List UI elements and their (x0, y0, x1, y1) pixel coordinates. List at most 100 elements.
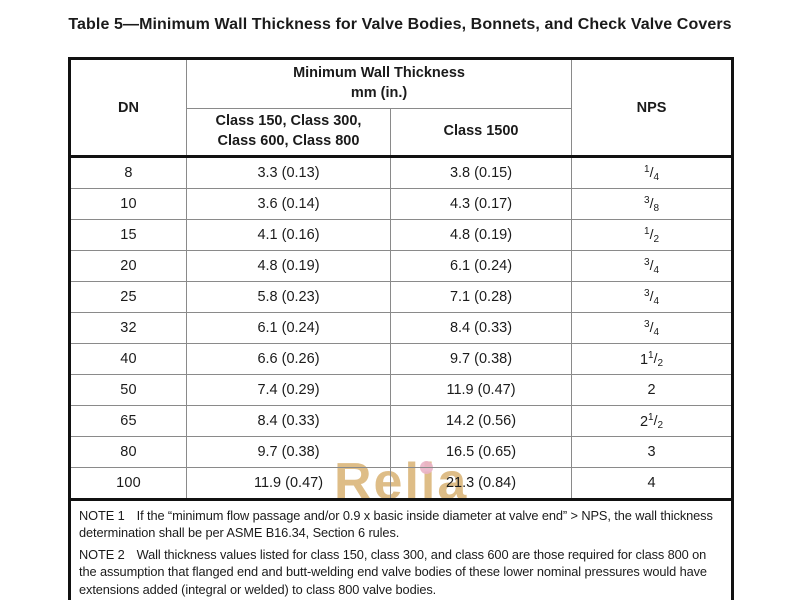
nps-fraction-slash: / (649, 225, 654, 242)
cell-class1500: 8.4 (0.33) (389, 312, 573, 344)
nps-fraction-denominator: 2 (657, 357, 664, 369)
table-row: 50 7.4 (0.29) 11.9 (0.47) 2 (69, 374, 734, 406)
table-row: 15 4.1 (0.16) 4.8 (0.19) 1/2 (69, 219, 734, 251)
nps-whole: 2 (647, 382, 656, 398)
cell-class1500: 6.1 (0.24) (389, 250, 573, 282)
cell-nps: 3/8 (571, 188, 734, 220)
table-footer: NOTE 1 If the “minimum flow passage and/o… (68, 498, 734, 600)
cell-nps: 3/4 (571, 312, 734, 344)
cell-class1500: 7.1 (0.28) (389, 281, 573, 313)
cell-dn: 15 (69, 219, 187, 251)
cell-class150-800: 9.7 (0.38) (186, 436, 391, 468)
cell-class150-800: 3.3 (0.13) (186, 156, 391, 189)
cell-class150-800: 6.6 (0.26) (186, 343, 391, 375)
nps-fraction-numerator: 1 (644, 163, 650, 175)
cell-class150-800: 5.8 (0.23) (186, 281, 391, 313)
cell-nps: 1/2 (571, 219, 734, 251)
nps-whole: 2 (639, 413, 649, 430)
cell-class150-800: 3.6 (0.14) (186, 188, 391, 220)
table-row: 80 9.7 (0.38) 16.5 (0.65) 3 (69, 436, 734, 468)
nps-fraction-slash: / (649, 318, 654, 335)
cell-nps: 3/4 (571, 281, 734, 313)
group-title-line1: Minimum Wall Thickness (293, 65, 465, 82)
note-1: NOTE 1 If the “minimum flow passage and/o… (79, 507, 723, 541)
cell-dn: 10 (69, 188, 187, 220)
col-header-class1500: Class 1500 (389, 108, 573, 157)
nps-fraction-numerator: 3 (644, 287, 650, 299)
wall-thickness-table: DN Minimum Wall Thickness mm (in.) NPS C… (68, 57, 735, 600)
cell-nps: 1/4 (571, 156, 734, 189)
cell-dn: 50 (69, 374, 187, 406)
cell-class1500: 4.8 (0.19) (389, 219, 573, 251)
cell-class1500: 4.3 (0.17) (389, 188, 573, 220)
nps-fraction-denominator: 4 (653, 171, 660, 183)
col-header-nps: NPS (571, 58, 734, 157)
cell-class1500: 9.7 (0.38) (389, 343, 573, 375)
table-header: DN Minimum Wall Thickness mm (in.) NPS C… (69, 58, 734, 157)
cell-nps: 3/4 (571, 250, 734, 282)
table-row: 8 3.3 (0.13) 3.8 (0.15) 1/4 (69, 156, 734, 189)
cell-dn: 100 (69, 467, 187, 500)
cell-class150-800: 4.1 (0.16) (186, 219, 391, 251)
nps-fraction-denominator: 2 (653, 233, 660, 245)
cell-nps: 21/2 (571, 405, 734, 437)
cell-dn: 25 (69, 281, 187, 313)
nps-fraction-numerator: 3 (644, 318, 650, 330)
cell-nps: 3 (571, 436, 734, 468)
cell-dn: 40 (69, 343, 187, 375)
note-2-label: NOTE 2 (79, 547, 125, 563)
table-title: Table 5—Minimum Wall Thickness for Valve… (68, 16, 732, 33)
cell-class150-800: 8.4 (0.33) (186, 405, 391, 437)
cell-nps: 11/2 (571, 343, 734, 375)
nps-fraction-slash: / (649, 194, 654, 211)
class150-800-line2: Class 600, Class 800 (217, 133, 360, 149)
note-2-text: Wall thickness values listed for class 1… (79, 547, 707, 597)
nps-fraction-numerator: 1 (644, 225, 650, 237)
cell-dn: 8 (69, 156, 187, 189)
nps-fraction-numerator: 3 (644, 194, 650, 206)
cell-dn: 80 (69, 436, 187, 468)
cell-class150-800: 6.1 (0.24) (186, 312, 391, 344)
nps-fraction-slash: / (653, 411, 658, 428)
cell-nps: 4 (571, 467, 734, 500)
cell-nps: 2 (571, 374, 734, 406)
cell-class1500: 16.5 (0.65) (389, 436, 573, 468)
cell-class1500: 21.3 (0.84) (389, 467, 573, 500)
cell-dn: 20 (69, 250, 187, 282)
nps-fraction-numerator: 3 (644, 256, 650, 268)
nps-fraction-denominator: 4 (653, 264, 660, 276)
nps-fraction-slash: / (653, 349, 658, 366)
cell-class1500: 3.8 (0.15) (389, 156, 573, 189)
nps-fraction-numerator: 1 (648, 349, 654, 361)
table-row: 10 3.6 (0.14) 4.3 (0.17) 3/8 (69, 188, 734, 220)
nps-fraction-denominator: 4 (653, 295, 660, 307)
note-1-text: If the “minimum flow passage and/or 0.9 … (79, 508, 713, 541)
table-row: 25 5.8 (0.23) 7.1 (0.28) 3/4 (69, 281, 734, 313)
note-2: NOTE 2 Wall thickness values listed for c… (79, 546, 723, 597)
note-1-label: NOTE 1 (79, 508, 125, 523)
notes-cell: NOTE 1 If the “minimum flow passage and/o… (68, 498, 734, 600)
cell-class150-800: 11.9 (0.47) (186, 467, 391, 500)
nps-whole: 1 (639, 351, 649, 368)
col-header-class150-800: Class 150, Class 300, Class 600, Class 8… (186, 108, 391, 157)
col-header-dn: DN (69, 58, 187, 157)
nps-fraction-slash: / (649, 163, 654, 180)
table-row: 65 8.4 (0.33) 14.2 (0.56) 21/2 (69, 405, 734, 437)
col-header-group: Minimum Wall Thickness mm (in.) (185, 58, 573, 109)
table-row: 100 11.9 (0.47) 21.3 (0.84) 4 (69, 467, 734, 500)
nps-fraction-slash: / (649, 287, 654, 304)
nps-fraction-numerator: 1 (648, 411, 654, 423)
cell-dn: 32 (69, 312, 187, 344)
cell-dn: 65 (69, 405, 187, 437)
nps-fraction-slash: / (649, 256, 654, 273)
nps-fraction-denominator: 8 (653, 202, 660, 214)
nps-fraction-denominator: 4 (653, 326, 660, 338)
cell-class150-800: 7.4 (0.29) (186, 374, 391, 406)
table-row: 32 6.1 (0.24) 8.4 (0.33) 3/4 (69, 312, 734, 344)
group-title-line2: mm (in.) (350, 85, 408, 101)
cell-class1500: 14.2 (0.56) (389, 405, 573, 437)
nps-whole: 3 (647, 444, 656, 460)
table-row: 40 6.6 (0.26) 9.7 (0.38) 11/2 (69, 343, 734, 375)
table-body: 8 3.3 (0.13) 3.8 (0.15) 1/4 10 3.6 (0.14) 4.3 … (69, 156, 734, 500)
